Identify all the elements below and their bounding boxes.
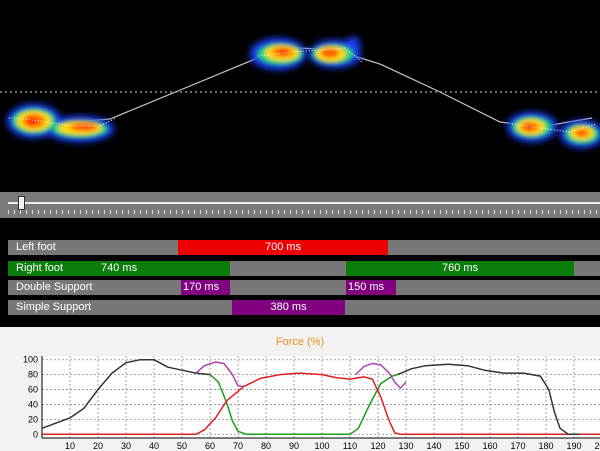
x-tick-label: 30 [121, 441, 131, 451]
force-series-line-1 [209, 373, 398, 436]
row-right-foot: Right foot 740 ms 760 ms [8, 261, 600, 276]
row-label-double-support: Double Support [16, 281, 93, 293]
y-tick-label: 40 [28, 399, 38, 409]
cop-track-left-3 [511, 123, 597, 133]
y-tick-label: 20 [28, 414, 38, 424]
force-series-line-4 [355, 362, 407, 389]
segment-double-support-0 [8, 280, 181, 295]
footprint-pressure-view [0, 0, 600, 192]
x-tick-label: 190 [566, 441, 581, 451]
row-label-left-foot: Left foot [16, 241, 56, 253]
y-tick-label: 80 [28, 370, 38, 380]
segment-double-support-1 [181, 280, 230, 295]
plot-area [42, 356, 600, 438]
duration-label-right-foot-0: 740 ms [101, 262, 138, 274]
row-label-simple-support: Simple Support [16, 301, 92, 313]
x-tick-label: 90 [289, 441, 299, 451]
duration-label-right-foot-2: 760 ms [442, 262, 479, 274]
x-tick-label: 40 [149, 441, 159, 451]
x-tick-label: 20 [93, 441, 103, 451]
row-left-foot: Left foot 700 ms [8, 240, 600, 255]
x-tick-label: 120 [370, 441, 385, 451]
segment-left-foot-0 [8, 240, 178, 255]
x-tick-label: 110 [343, 441, 357, 451]
row-label-right-foot: Right foot [16, 262, 64, 274]
timeline-track [8, 202, 600, 204]
duration-label-simple-support-1: 380 ms [270, 301, 307, 313]
x-tick-label: 70 [233, 441, 243, 451]
x-tick-label: 160 [482, 441, 497, 451]
duration-label-left-foot-1: 700 ms [265, 241, 302, 253]
force-series-line-2 [42, 372, 600, 436]
x-tick-label: 80 [261, 441, 271, 451]
force-chart-panel: Force (%) 10 20 30 40 50 60 70 80 90 100 110 120 130… [0, 327, 600, 451]
force-series-line-3 [195, 361, 244, 388]
segment-left-foot-1 [178, 240, 388, 255]
force-series-line-5 [397, 363, 580, 436]
segment-left-foot-2 [388, 240, 600, 255]
chart-title: Force (%) [275, 336, 325, 348]
x-tick-label: 10 [65, 441, 75, 451]
footprint-right-2 [250, 37, 361, 70]
timeline-scrubber[interactable] [0, 192, 600, 218]
force-chart: 10 20 30 40 50 60 70 80 90 100 110 120 130 140 150 160 1… [23, 355, 600, 451]
y-tick-label: 60 [28, 385, 38, 395]
x-tick-label: 150 [454, 441, 469, 451]
cop-track-right-2 [257, 47, 363, 63]
row-simple-support: Simple Support 380 ms [8, 300, 600, 315]
x-tick-label: 50 [177, 441, 187, 451]
footprint-left-1 [7, 104, 114, 142]
y-tick-label: 100 [23, 355, 38, 365]
x-tick-label: 130 [398, 441, 413, 451]
x-tick-label: 180 [538, 441, 553, 451]
segment-right-foot-0 [8, 261, 230, 276]
x-tick-label: 200 [594, 441, 600, 451]
row-double-support: Double Support 170 ms 150 ms [8, 280, 600, 295]
segment-right-foot-1 [230, 261, 346, 276]
x-tick-label: 140 [426, 441, 441, 451]
x-tick-label: 100 [314, 441, 329, 451]
segment-right-foot-3 [574, 261, 600, 276]
segment-double-support-3 [346, 280, 396, 295]
duration-label-double-support-3: 150 ms [348, 281, 385, 293]
gait-phase-panel: Left foot 700 ms Right foot 740 ms 760 ms… [0, 218, 600, 327]
segment-right-foot-2 [346, 261, 574, 276]
duration-label-double-support-1: 170 ms [183, 281, 220, 293]
segment-simple-support-1 [232, 300, 345, 315]
timeline-handle[interactable] [18, 196, 25, 210]
segment-double-support-4 [396, 280, 600, 295]
x-tick-label: 60 [205, 441, 215, 451]
footprint-left-3 [507, 112, 600, 148]
segment-simple-support-0 [8, 300, 232, 315]
segment-simple-support-2 [345, 300, 600, 315]
segment-double-support-2 [230, 280, 346, 295]
x-tick-label: 170 [510, 441, 525, 451]
force-series-line-0 [41, 358, 211, 430]
timeline-ticks [8, 210, 600, 214]
y-tick-label: 0 [33, 429, 38, 439]
